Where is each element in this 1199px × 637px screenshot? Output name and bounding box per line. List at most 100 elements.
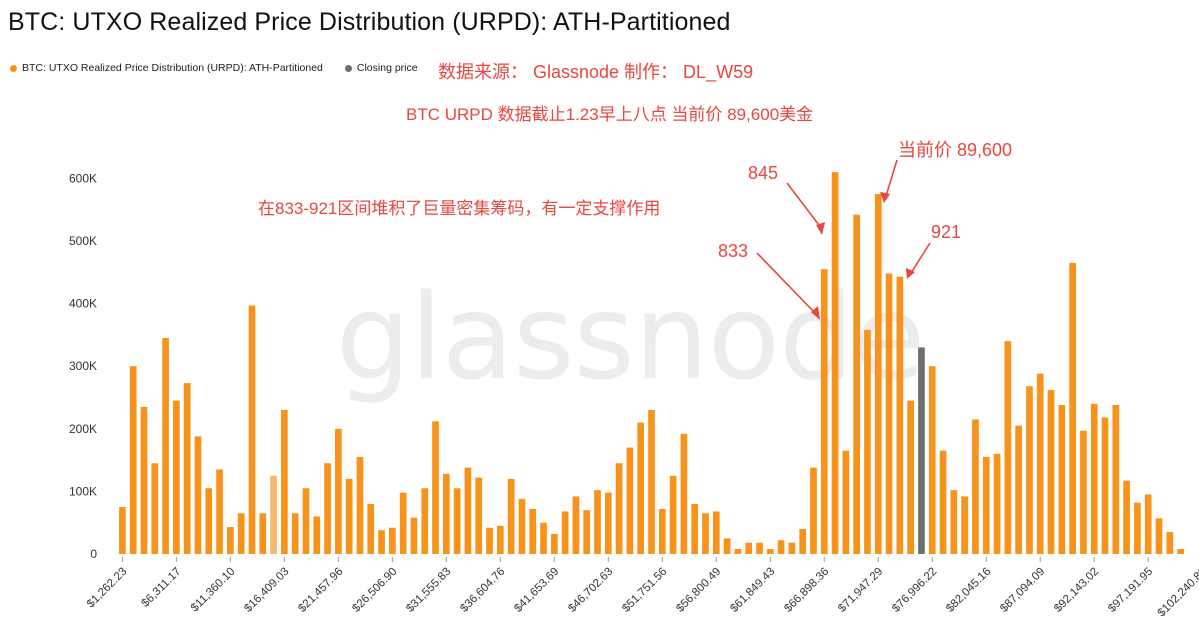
urpd-bar[interactable] xyxy=(496,525,504,554)
urpd-bar[interactable] xyxy=(572,496,580,554)
urpd-bar[interactable] xyxy=(864,329,871,554)
urpd-bar[interactable] xyxy=(1090,403,1098,554)
urpd-bar[interactable] xyxy=(1112,405,1120,554)
urpd-bar[interactable] xyxy=(367,503,375,554)
legend-item-closing[interactable]: Closing price xyxy=(344,62,418,74)
urpd-bar[interactable] xyxy=(691,503,699,554)
urpd-bar[interactable] xyxy=(270,475,277,554)
urpd-bar[interactable] xyxy=(972,419,979,554)
urpd-bar[interactable] xyxy=(205,488,213,554)
urpd-bar[interactable] xyxy=(151,463,159,554)
urpd-bar[interactable] xyxy=(702,513,709,554)
urpd-bar[interactable] xyxy=(291,513,299,554)
urpd-bar[interactable] xyxy=(842,450,850,554)
urpd-bar[interactable] xyxy=(1026,386,1033,554)
urpd-bar[interactable] xyxy=(1004,341,1012,554)
urpd-bar[interactable] xyxy=(432,421,439,554)
urpd-bar[interactable] xyxy=(1155,518,1163,554)
urpd-bar[interactable] xyxy=(680,433,688,554)
urpd-bar[interactable] xyxy=(1134,502,1141,554)
urpd-bar[interactable] xyxy=(313,516,321,554)
urpd-bar[interactable] xyxy=(1123,480,1130,554)
urpd-bar[interactable] xyxy=(604,492,612,554)
urpd-bar[interactable] xyxy=(486,527,493,554)
urpd-bar[interactable] xyxy=(594,490,601,554)
urpd-bar[interactable] xyxy=(1069,262,1076,554)
urpd-bar[interactable] xyxy=(356,456,364,554)
urpd-bar[interactable] xyxy=(162,338,169,554)
urpd-bar[interactable] xyxy=(658,508,666,554)
urpd-bar[interactable] xyxy=(183,383,191,554)
urpd-bar[interactable] xyxy=(1058,405,1066,554)
urpd-bar[interactable] xyxy=(464,467,472,554)
closing-price-bar[interactable] xyxy=(918,347,925,554)
urpd-bar[interactable] xyxy=(227,527,234,554)
urpd-bar[interactable] xyxy=(712,511,720,554)
urpd-bar[interactable] xyxy=(324,463,331,554)
urpd-bar[interactable] xyxy=(378,530,385,554)
urpd-bar[interactable] xyxy=(410,517,418,554)
urpd-bar[interactable] xyxy=(756,542,763,554)
urpd-bar[interactable] xyxy=(885,273,893,554)
urpd-bar[interactable] xyxy=(648,410,655,554)
urpd-bar[interactable] xyxy=(583,510,591,554)
urpd-bar[interactable] xyxy=(335,428,342,554)
urpd-bar[interactable] xyxy=(777,540,785,554)
urpd-bar[interactable] xyxy=(529,508,537,554)
urpd-bar[interactable] xyxy=(615,463,623,554)
urpd-bar[interactable] xyxy=(1101,417,1109,554)
urpd-bar[interactable] xyxy=(1047,389,1055,554)
urpd-bar[interactable] xyxy=(129,366,137,554)
urpd-bar[interactable] xyxy=(302,488,310,554)
urpd-bar[interactable] xyxy=(993,453,1001,554)
urpd-bar[interactable] xyxy=(540,522,547,554)
urpd-bar[interactable] xyxy=(248,305,256,554)
urpd-bar[interactable] xyxy=(950,490,958,554)
urpd-bar[interactable] xyxy=(389,527,396,554)
urpd-bar[interactable] xyxy=(799,528,807,554)
urpd-bar[interactable] xyxy=(1080,430,1087,554)
urpd-bar[interactable] xyxy=(982,456,990,554)
urpd-bar[interactable] xyxy=(723,538,731,554)
urpd-bar[interactable] xyxy=(119,507,126,554)
urpd-bar[interactable] xyxy=(939,450,947,554)
urpd-bar[interactable] xyxy=(561,511,569,554)
urpd-bar[interactable] xyxy=(1166,532,1174,554)
urpd-bar[interactable] xyxy=(626,447,634,554)
urpd-bar[interactable] xyxy=(550,533,558,554)
urpd-bar[interactable] xyxy=(874,194,882,555)
urpd-bar[interactable] xyxy=(1144,494,1152,554)
urpd-bar[interactable] xyxy=(237,513,245,554)
urpd-bar[interactable] xyxy=(507,478,515,554)
urpd-bar[interactable] xyxy=(810,467,817,554)
urpd-bar[interactable] xyxy=(475,477,483,554)
urpd-bar[interactable] xyxy=(1036,373,1044,554)
urpd-bar[interactable] xyxy=(194,436,202,554)
urpd-bar[interactable] xyxy=(853,214,860,554)
urpd-bar[interactable] xyxy=(216,469,223,554)
urpd-bar[interactable] xyxy=(745,542,753,554)
urpd-bar[interactable] xyxy=(442,473,450,554)
urpd-bar[interactable] xyxy=(345,478,353,554)
urpd-bar[interactable] xyxy=(928,366,936,554)
urpd-bar[interactable] xyxy=(734,548,742,554)
urpd-bar[interactable] xyxy=(896,276,904,554)
urpd-bar[interactable] xyxy=(399,492,407,554)
urpd-bar[interactable] xyxy=(820,269,828,554)
urpd-bar[interactable] xyxy=(766,548,774,554)
urpd-bar[interactable] xyxy=(518,498,526,554)
urpd-bar[interactable] xyxy=(421,488,429,554)
urpd-bar[interactable] xyxy=(1177,548,1184,554)
urpd-bar[interactable] xyxy=(173,400,180,554)
urpd-bar[interactable] xyxy=(453,488,461,554)
urpd-bar[interactable] xyxy=(281,410,288,554)
urpd-bar[interactable] xyxy=(637,422,645,554)
urpd-bar[interactable] xyxy=(831,172,839,554)
urpd-bar[interactable] xyxy=(259,513,267,554)
urpd-bar[interactable] xyxy=(1015,425,1022,554)
urpd-bar[interactable] xyxy=(669,475,677,554)
urpd-bar[interactable] xyxy=(140,406,148,554)
legend-item-urpd[interactable]: BTC: UTXO Realized Price Distribution (U… xyxy=(10,62,323,74)
urpd-bar[interactable] xyxy=(788,542,796,554)
urpd-bar[interactable] xyxy=(907,400,914,554)
